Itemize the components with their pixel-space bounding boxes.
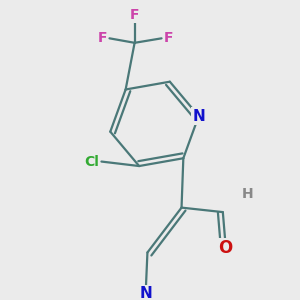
Text: Cl: Cl	[84, 154, 99, 169]
Text: N: N	[192, 109, 205, 124]
Text: F: F	[164, 31, 174, 45]
Text: F: F	[97, 31, 107, 45]
Text: F: F	[130, 8, 140, 22]
Text: H: H	[242, 187, 254, 201]
Text: N: N	[139, 286, 152, 300]
Text: O: O	[218, 239, 233, 257]
